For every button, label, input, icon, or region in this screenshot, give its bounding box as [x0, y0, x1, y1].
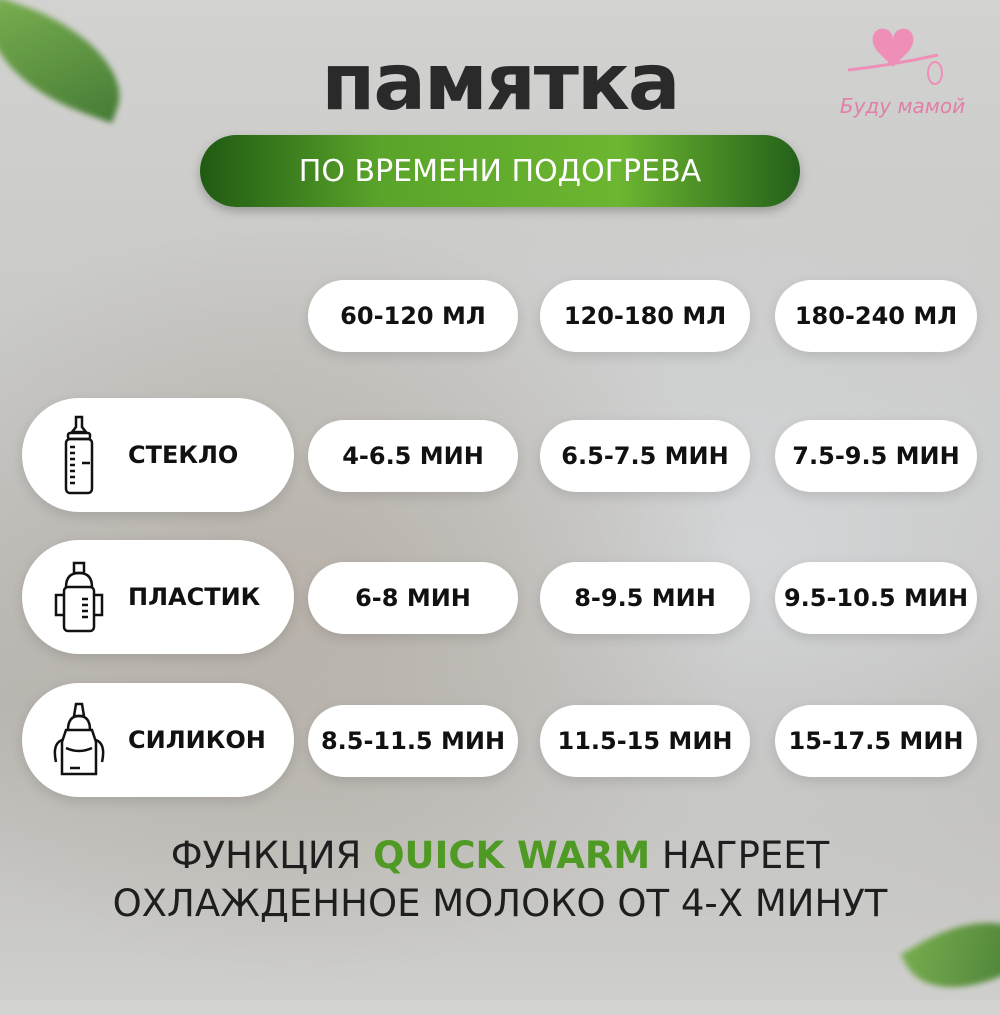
glass-bottle-icon [64, 415, 94, 495]
plastic-sippy-cup-icon [54, 561, 104, 633]
time-cell: 15-17.5 МИН [775, 705, 977, 777]
column-header: 180-240 МЛ [775, 280, 977, 352]
logo: Буду мамой [815, 25, 990, 118]
time-cell: 9.5-10.5 МИН [775, 562, 977, 634]
subtitle-banner: ПО ВРЕМЕНИ ПОДОГРЕВА [200, 135, 800, 207]
logo-text: Буду мамой [839, 94, 966, 118]
stork-heart-icon [847, 28, 943, 85]
material-name: СИЛИКОН [128, 726, 266, 754]
material-label-glass: СТЕКЛО [22, 398, 294, 512]
page-title: памятка [321, 38, 680, 128]
footer-text: ОХЛАЖДЕННОЕ МОЛОКО ОТ 4-Х МИНУТ [112, 882, 888, 925]
column-header: 60-120 МЛ [308, 280, 518, 352]
time-cell: 4-6.5 МИН [308, 420, 518, 492]
column-header: 120-180 МЛ [540, 280, 750, 352]
material-label-silicone: СИЛИКОН [22, 683, 294, 797]
time-cell: 11.5-15 МИН [540, 705, 750, 777]
material-name: СТЕКЛО [128, 441, 239, 469]
time-cell: 8-9.5 МИН [540, 562, 750, 634]
silicone-bottle-icon [53, 702, 105, 776]
time-cell: 7.5-9.5 МИН [775, 420, 977, 492]
time-cell: 6.5-7.5 МИН [540, 420, 750, 492]
material-label-plastic: ПЛАСТИК [22, 540, 294, 654]
quick-warm-highlight: QUICK WARM [373, 834, 651, 877]
time-cell: 6-8 МИН [308, 562, 518, 634]
footer-text: НАГРЕЕТ [650, 834, 830, 877]
time-cell: 8.5-11.5 МИН [308, 705, 518, 777]
material-name: ПЛАСТИК [128, 583, 261, 611]
footer-text: ФУНКЦИЯ [170, 834, 374, 877]
footer-note: ФУНКЦИЯ QUICK WARM НАГРЕЕТ ОХЛАЖДЕННОЕ М… [0, 832, 1000, 928]
